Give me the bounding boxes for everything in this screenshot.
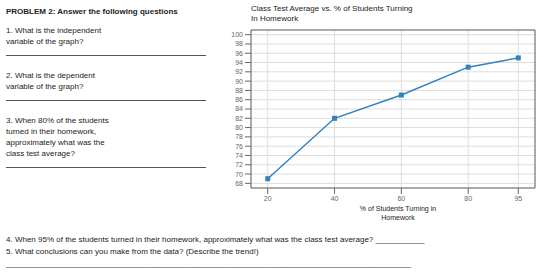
svg-text:74: 74 bbox=[235, 152, 243, 159]
html-text:1. What is the independent: 1. What is the independent bbox=[6, 26, 102, 35]
svg-text:95: 95 bbox=[514, 195, 522, 202]
svg-text:100: 100 bbox=[231, 31, 243, 38]
html-text:approximately what was the: approximately what was the bbox=[6, 138, 105, 147]
html-text:4. When 95% of the students tu: 4. When 95% of the students turned in th… bbox=[6, 235, 425, 244]
svg-text:84: 84 bbox=[235, 105, 243, 112]
svg-text:60: 60 bbox=[397, 195, 405, 202]
svg-text:20: 20 bbox=[264, 195, 272, 202]
svg-text:82: 82 bbox=[235, 115, 243, 122]
html-text:3. When 80% of the students: 3. When 80% of the students bbox=[6, 116, 109, 125]
svg-text:76: 76 bbox=[235, 143, 243, 150]
svg-text:70: 70 bbox=[235, 171, 243, 178]
html-text:turned in their homework,: turned in their homework, bbox=[6, 127, 97, 136]
svg-text:80: 80 bbox=[235, 124, 243, 131]
html-text:variable of the graph?: variable of the graph? bbox=[6, 37, 84, 46]
svg-text:92: 92 bbox=[235, 68, 243, 75]
svg-text:72: 72 bbox=[235, 161, 243, 168]
html-text:variable of the graph?: variable of the graph? bbox=[6, 82, 84, 91]
svg-text:78: 78 bbox=[235, 133, 243, 140]
svg-text:98: 98 bbox=[235, 40, 243, 47]
svg-text:96: 96 bbox=[235, 50, 243, 57]
svg-text:94: 94 bbox=[235, 59, 243, 66]
svg-text:40: 40 bbox=[331, 195, 339, 202]
html-text:2. What is the dependent: 2. What is the dependent bbox=[6, 71, 95, 80]
svg-text:90: 90 bbox=[235, 78, 243, 85]
svg-text:86: 86 bbox=[235, 96, 243, 103]
html-text:PROBLEM 2: Answer the followin: PROBLEM 2: Answer the following question… bbox=[6, 7, 178, 16]
html-text:class test average?: class test average? bbox=[6, 149, 75, 158]
html-text:% of Students Turning in Homew: % of Students Turning in Homework bbox=[359, 205, 437, 221]
html-text:5. What conclusions can you ma: 5. What conclusions can you make from th… bbox=[6, 247, 259, 256]
svg-text:68: 68 bbox=[235, 180, 243, 187]
svg-text:88: 88 bbox=[235, 87, 243, 94]
svg-text:80: 80 bbox=[464, 195, 472, 202]
html-text:Class Test Average vs. % of St: Class Test Average vs. % of Students Tur… bbox=[251, 4, 413, 23]
